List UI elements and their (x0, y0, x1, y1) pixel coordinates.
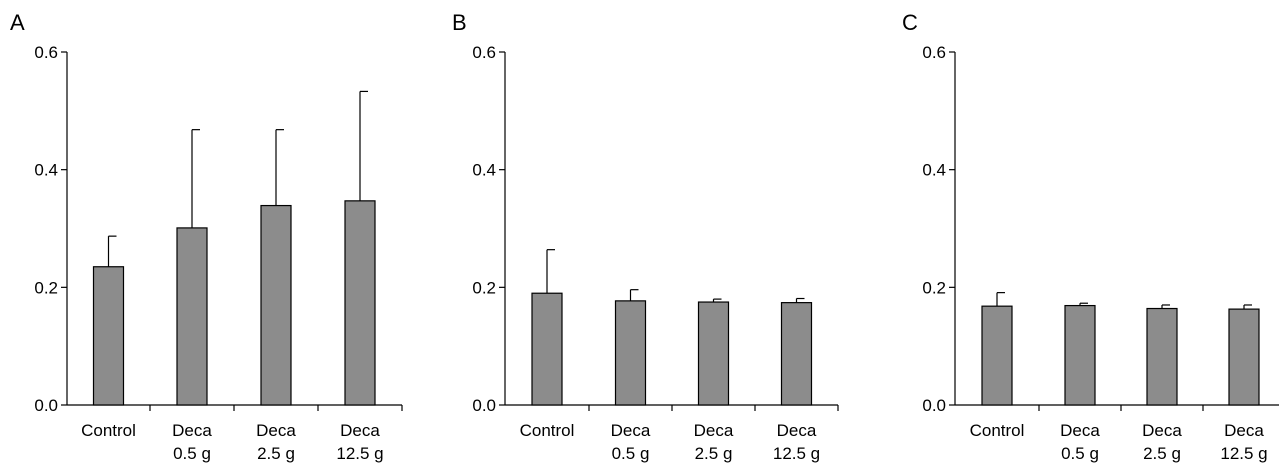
x-category-label: Control (520, 421, 575, 440)
bar-c-1 (1064, 304, 1096, 406)
x-category-label: 2.5 g (257, 444, 295, 463)
x-category-label: 0.5 g (612, 444, 650, 463)
chart-panel-a: A 0.0 0.2 0.4 0.6 Control Deca 0.5 g Deca 2.5 g De… (10, 10, 403, 463)
x-category-label: Control (81, 421, 136, 440)
x-category-label: Deca (777, 421, 817, 440)
y-tick-label: 0.0 (472, 396, 496, 415)
x-category-label: 0.5 g (1061, 444, 1099, 463)
y-tick-label: 0.2 (472, 278, 496, 297)
bar-a-3 (344, 200, 376, 406)
x-category-label: Deca (340, 421, 380, 440)
bar-b-3 (780, 302, 813, 406)
y-tick-label: 0.0 (34, 396, 58, 415)
bar-a-1 (176, 227, 208, 406)
bar-a-0 (92, 266, 125, 406)
x-category-label: Deca (172, 421, 212, 440)
x-category-label: 2.5 g (695, 444, 733, 463)
y-tick-label: 0.6 (922, 43, 946, 62)
panel-label-b: B (452, 10, 467, 35)
y-tick-label: 0.2 (34, 278, 58, 297)
x-category-label: Deca (694, 421, 734, 440)
x-category-label: 12.5 g (1220, 444, 1267, 463)
y-tick-label: 0.6 (34, 43, 58, 62)
x-category-label: Deca (611, 421, 651, 440)
bar-c-3 (1228, 308, 1260, 406)
panel-label-a: A (10, 10, 25, 35)
x-category-label: 0.5 g (173, 444, 211, 463)
y-tick-label: 0.4 (34, 161, 58, 180)
x-category-label: 12.5 g (336, 444, 383, 463)
y-tick-label: 0.4 (922, 161, 946, 180)
y-tick-label: 0.4 (472, 161, 496, 180)
y-tick-label: 0.6 (472, 43, 496, 62)
chart-panel-c: C 0.0 0.2 0.4 0.6 Control Deca 0.5 g Deca 2.5 g De… (902, 10, 1279, 463)
x-category-label: Deca (1060, 421, 1100, 440)
x-category-label: Deca (1142, 421, 1182, 440)
bar-b-2 (697, 301, 730, 406)
bar-b-0 (531, 292, 563, 406)
bar-b-1 (614, 300, 647, 406)
x-category-label: Deca (1224, 421, 1264, 440)
x-category-label: Deca (256, 421, 296, 440)
panel-label-c: C (902, 10, 918, 35)
x-category-label: 2.5 g (1143, 444, 1181, 463)
bar-c-0 (981, 305, 1013, 406)
y-tick-label: 0.2 (922, 278, 946, 297)
x-category-label: 12.5 g (773, 444, 820, 463)
chart-panel-b: B 0.0 0.2 0.4 0.6 Control Deca 0.5 g Deca 2.5 g De… (452, 10, 839, 463)
bar-a-2 (260, 204, 292, 406)
y-tick-label: 0.0 (922, 396, 946, 415)
bar-c-2 (1146, 307, 1178, 406)
x-category-label: Control (970, 421, 1025, 440)
